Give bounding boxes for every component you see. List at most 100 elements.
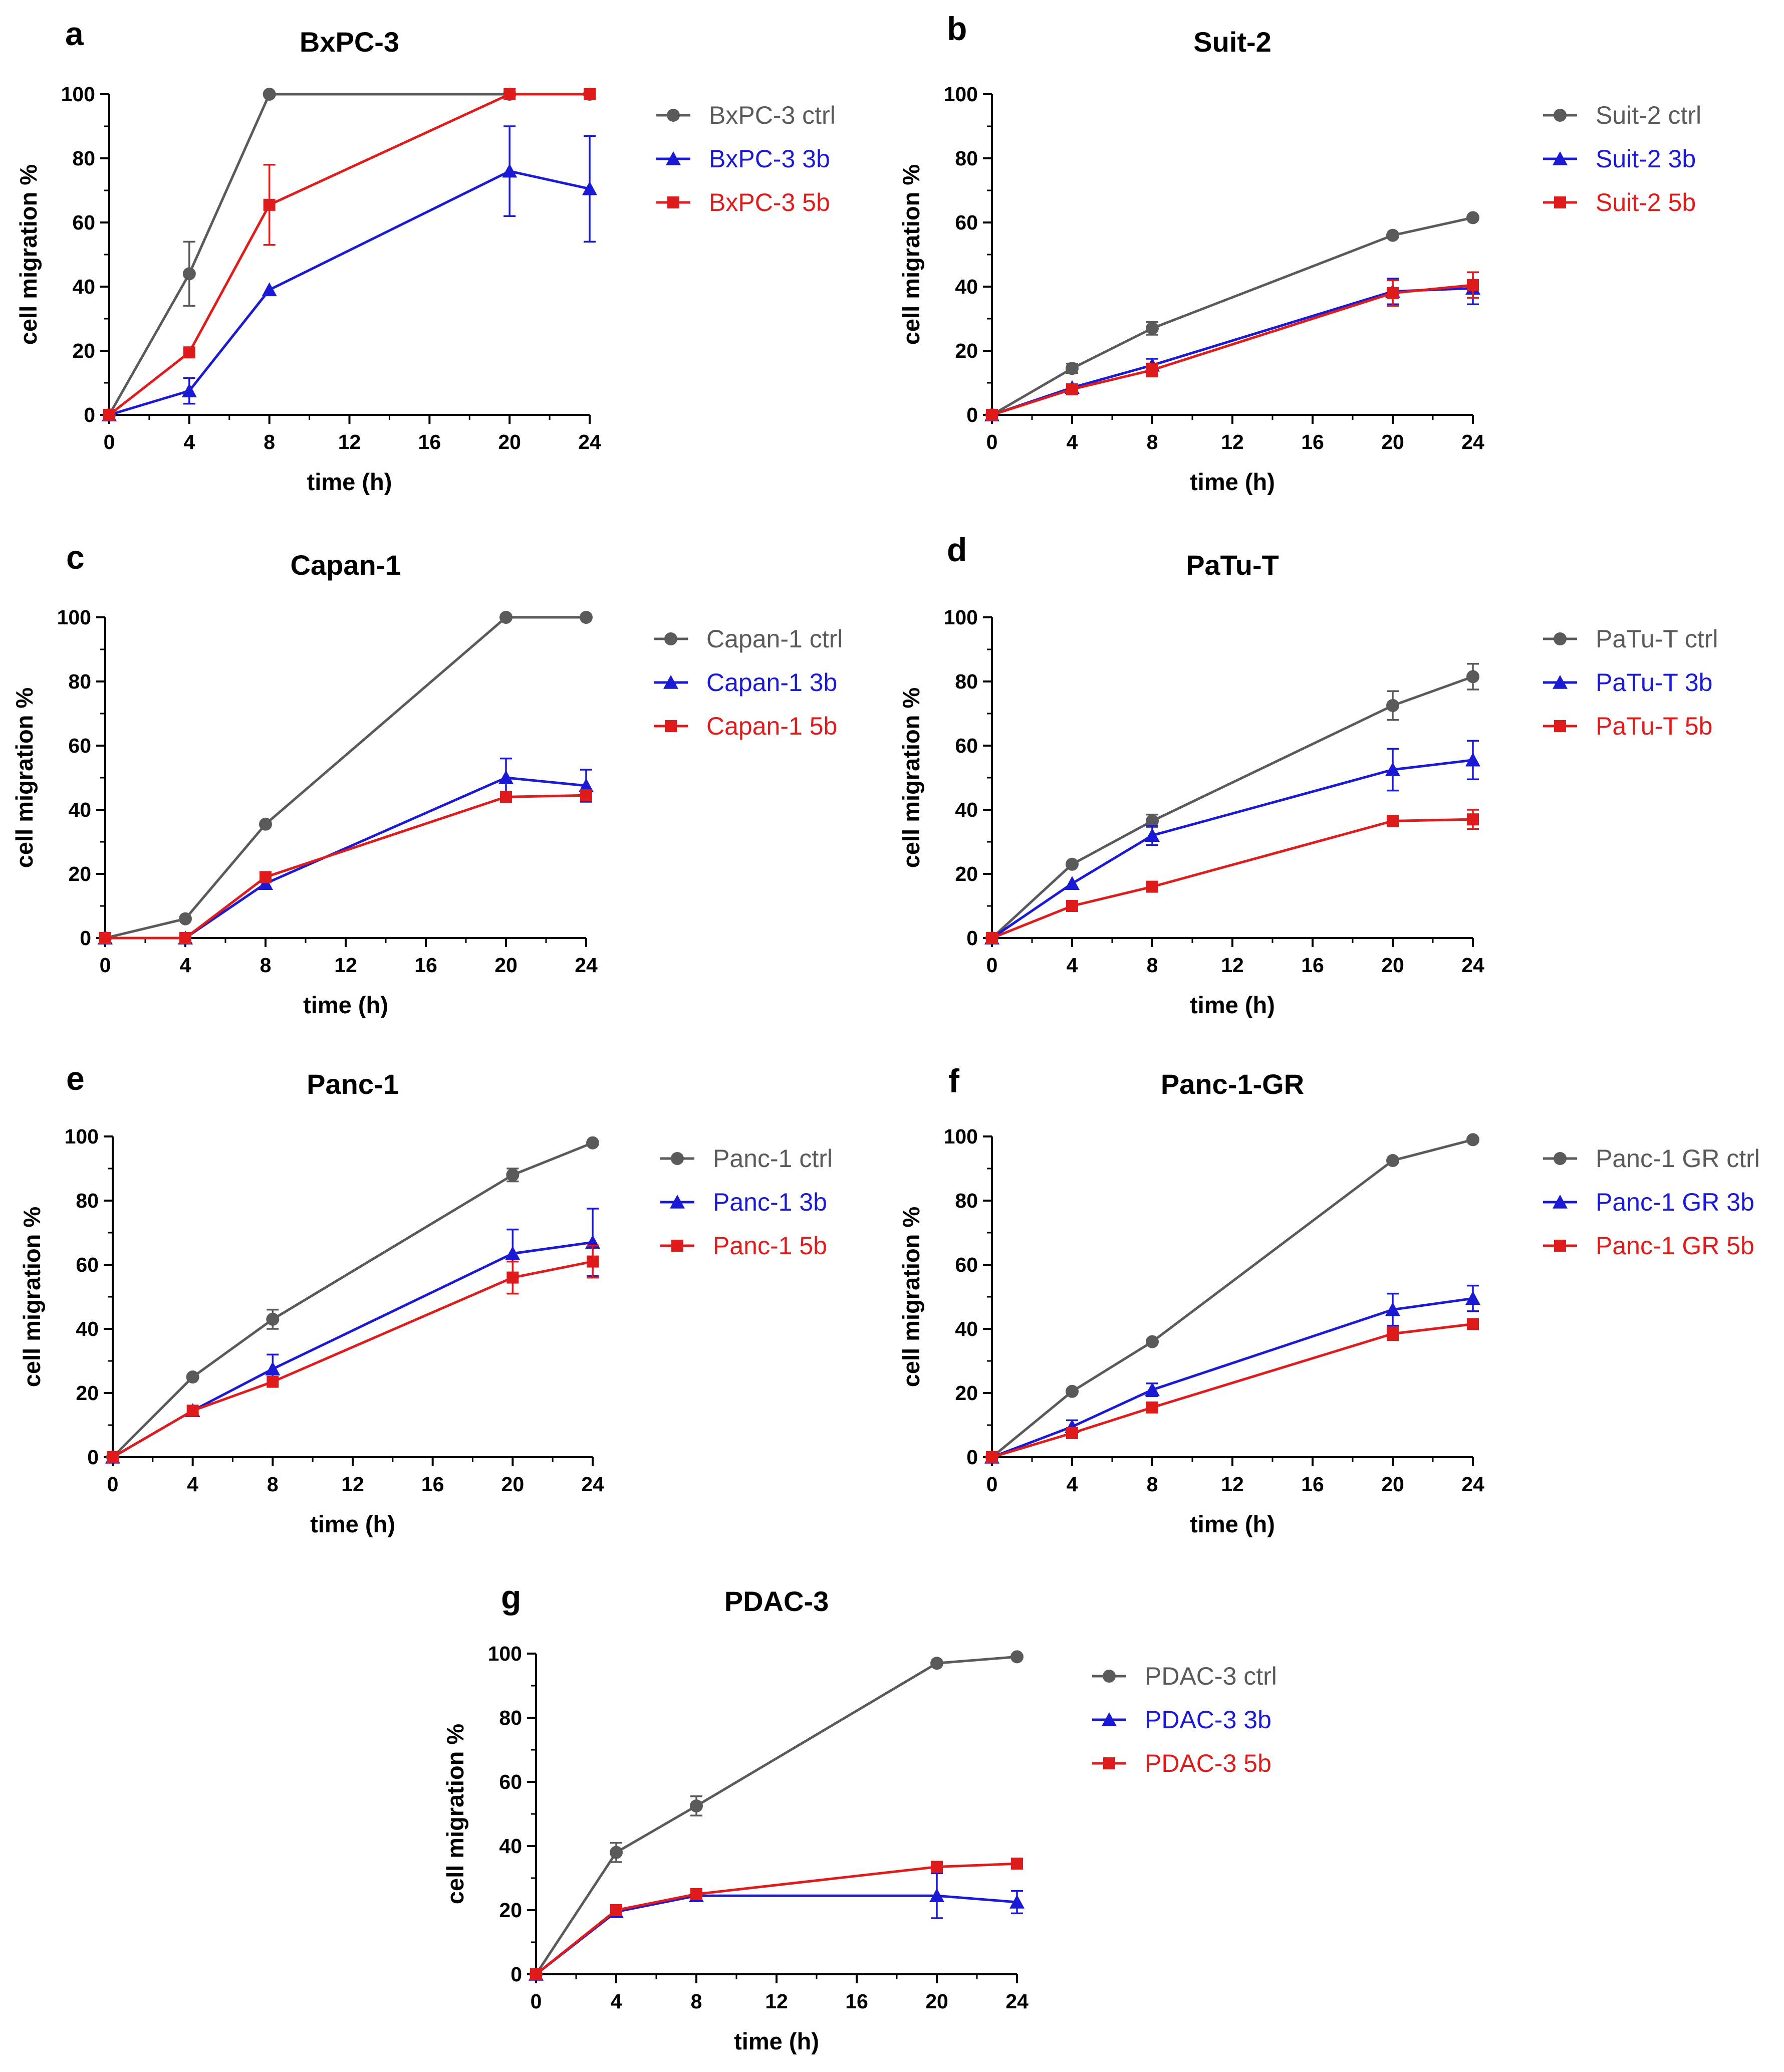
data-point — [502, 163, 518, 178]
legend-marker — [667, 109, 680, 122]
data-point — [580, 789, 592, 802]
x-tick-label: 20 — [1381, 954, 1404, 977]
data-point — [986, 409, 998, 421]
x-tick-label: 4 — [183, 430, 195, 453]
legend-label: BxPC-3 3b — [709, 145, 830, 173]
x-tick-label: 8 — [260, 954, 272, 977]
data-point — [1065, 876, 1080, 890]
data-point — [584, 88, 596, 100]
legend-marker — [1554, 720, 1566, 732]
x-axis-label: time (h) — [734, 2028, 819, 2054]
x-tick-label: 16 — [418, 430, 441, 453]
chart-panel-b: b Suit-2 0 20 40 60 80 100 0 4 8 12 16 20 24 time (h) ce… — [898, 10, 1701, 495]
y-axis-label: cell migration % — [15, 164, 42, 345]
panel-letter: e — [66, 1060, 85, 1097]
y-tick-label: 40 — [499, 1834, 522, 1858]
series-triangle — [529, 1872, 1025, 1981]
data-point — [580, 611, 593, 624]
y-tick-label: 0 — [966, 403, 978, 426]
data-point — [1387, 1327, 1399, 1340]
data-point — [1146, 880, 1158, 893]
data-point — [182, 267, 196, 281]
y-tick-label: 100 — [488, 1642, 522, 1665]
data-point — [186, 1370, 199, 1384]
x-tick-label: 0 — [107, 1473, 119, 1496]
y-tick-label: 60 — [955, 211, 978, 234]
legend-marker — [670, 1195, 685, 1209]
data-point — [103, 409, 115, 421]
series-line — [108, 93, 590, 416]
panel-letter: c — [66, 539, 85, 576]
data-point — [1465, 1291, 1480, 1305]
data-point — [1385, 1302, 1400, 1316]
legend-marker — [1102, 1712, 1117, 1726]
y-tick-label: 80 — [72, 147, 95, 170]
data-point — [267, 1375, 279, 1388]
x-tick-label: 16 — [1301, 1473, 1324, 1496]
y-tick-label: 40 — [955, 798, 978, 821]
y-tick-label: 40 — [955, 275, 978, 298]
x-axis-label: time (h) — [310, 1511, 395, 1537]
series-triangle — [984, 740, 1480, 945]
legend-marker — [665, 720, 677, 732]
data-point — [179, 932, 191, 944]
chart-panel-c: c Capan-1 0 20 40 60 80 100 0 4 8 12 16 20 24 time (h) c… — [11, 539, 843, 1018]
x-tick-label: 0 — [531, 1990, 542, 2013]
data-point — [1146, 1335, 1159, 1348]
data-point — [587, 1255, 599, 1268]
y-tick-label: 80 — [955, 1189, 978, 1212]
legend-label: PDAC-3 3b — [1145, 1706, 1271, 1734]
x-tick-label: 24 — [1461, 1473, 1484, 1496]
y-tick-label: 0 — [966, 927, 978, 950]
x-tick-label: 16 — [845, 1990, 868, 2013]
y-axis-label: cell migration % — [11, 687, 38, 868]
data-point — [986, 1451, 998, 1463]
x-tick-label: 16 — [414, 954, 437, 977]
legend-label: PaTu-T 5b — [1596, 712, 1712, 740]
data-point — [259, 817, 272, 831]
legend-marker — [1554, 196, 1566, 208]
y-tick-label: 80 — [955, 147, 978, 170]
y-tick-label: 100 — [944, 606, 978, 629]
legend-label: Capan-1 3b — [706, 668, 837, 697]
x-axis-label: time (h) — [303, 992, 388, 1018]
x-tick-label: 0 — [986, 954, 998, 977]
data-point — [586, 1136, 599, 1149]
y-tick-label: 0 — [511, 1963, 522, 1986]
chart-title: Suit-2 — [1193, 26, 1271, 58]
y-tick-label: 40 — [68, 798, 91, 821]
series-square — [986, 1318, 1479, 1463]
panel-letter: f — [948, 1062, 960, 1099]
x-tick-label: 4 — [611, 1990, 622, 2013]
chart-title: Panc-1 — [307, 1068, 399, 1100]
x-tick-label: 20 — [1381, 430, 1404, 453]
legend-label: Suit-2 5b — [1596, 188, 1696, 216]
legend-marker — [663, 675, 678, 689]
y-tick-label: 20 — [72, 339, 95, 362]
y-tick-label: 20 — [68, 862, 91, 885]
data-point — [1387, 815, 1399, 827]
x-tick-label: 12 — [1221, 954, 1244, 977]
series-triangle — [984, 271, 1480, 421]
data-point — [1146, 322, 1159, 335]
y-tick-label: 0 — [966, 1446, 978, 1469]
y-tick-label: 20 — [955, 339, 978, 362]
data-point — [1386, 1154, 1399, 1167]
x-tick-label: 12 — [338, 430, 361, 453]
data-point — [1386, 228, 1399, 242]
data-point — [931, 1861, 943, 1873]
data-point — [1011, 1858, 1023, 1870]
data-point — [265, 1361, 281, 1375]
x-tick-label: 0 — [986, 1473, 998, 1496]
series-line — [991, 759, 1473, 940]
series-line — [112, 1260, 593, 1459]
series-line — [535, 1894, 1017, 1975]
data-point — [1387, 287, 1399, 299]
x-tick-label: 4 — [180, 954, 191, 977]
data-point — [179, 912, 192, 926]
x-tick-label: 20 — [494, 954, 518, 977]
data-point — [690, 1799, 703, 1812]
series-circle — [530, 1650, 1024, 1981]
y-tick-label: 80 — [955, 670, 978, 693]
x-tick-label: 24 — [575, 954, 598, 977]
